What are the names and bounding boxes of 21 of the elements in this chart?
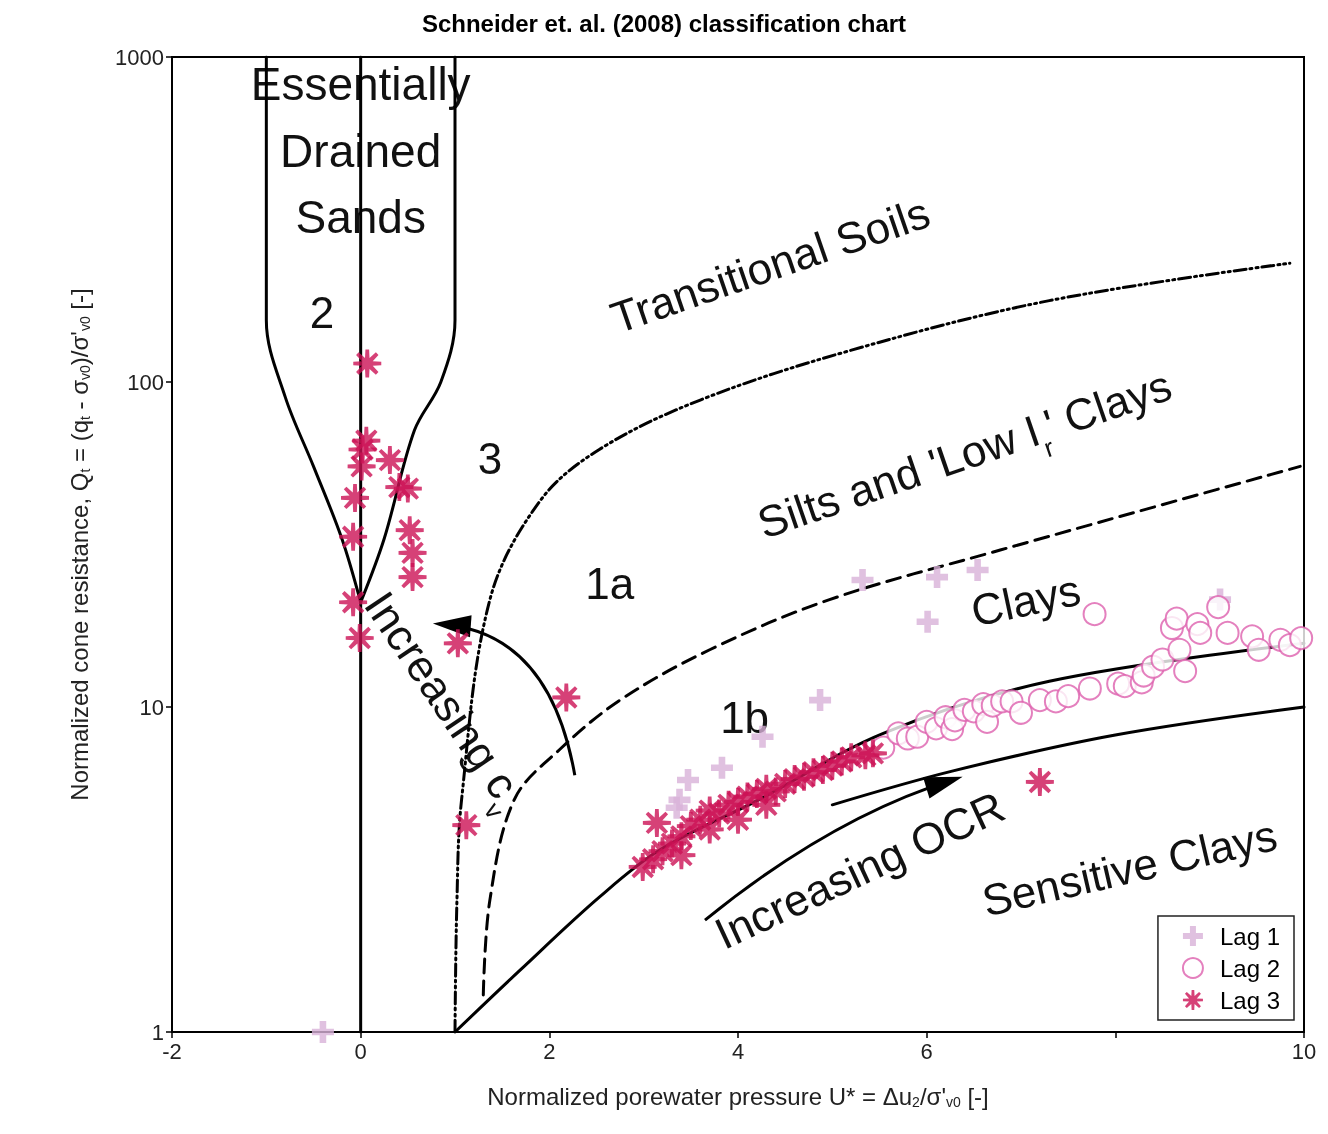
x-tick-label: 4: [731, 1038, 745, 1064]
y-tick-label: 100: [127, 369, 164, 395]
annotation: 3: [477, 434, 503, 484]
annotation: Clays: [966, 564, 1085, 636]
legend-label: Lag 2: [1219, 954, 1280, 982]
chart-title: Schneider et. al. (2008) classification chart: [421, 9, 907, 37]
legend-label: Lag 1: [1219, 922, 1280, 950]
legend-label: Lag 3: [1219, 986, 1280, 1014]
x-tick-label: -2: [162, 1038, 182, 1064]
annotation: 1b: [720, 693, 770, 743]
y-tick-label: 1: [151, 1019, 164, 1045]
x-tick-label: 2: [543, 1038, 556, 1064]
x-tick-label: 0: [354, 1038, 367, 1064]
y-tick-label: 10: [139, 694, 164, 720]
text: Normalized cone resistance, Qt = (qt - σv0)/σ'v0 [-]: [66, 288, 93, 801]
x-axis-title: Normalized porewater pressure U* = Δu2/σ'v0 [-]: [487, 1083, 989, 1110]
x-tick-label: 10: [1291, 1038, 1317, 1064]
y-tick-label: 1000: [115, 44, 164, 70]
annotation: 1a: [585, 558, 635, 608]
annotation: 2: [309, 288, 335, 338]
x-tick-label: 6: [920, 1038, 933, 1064]
